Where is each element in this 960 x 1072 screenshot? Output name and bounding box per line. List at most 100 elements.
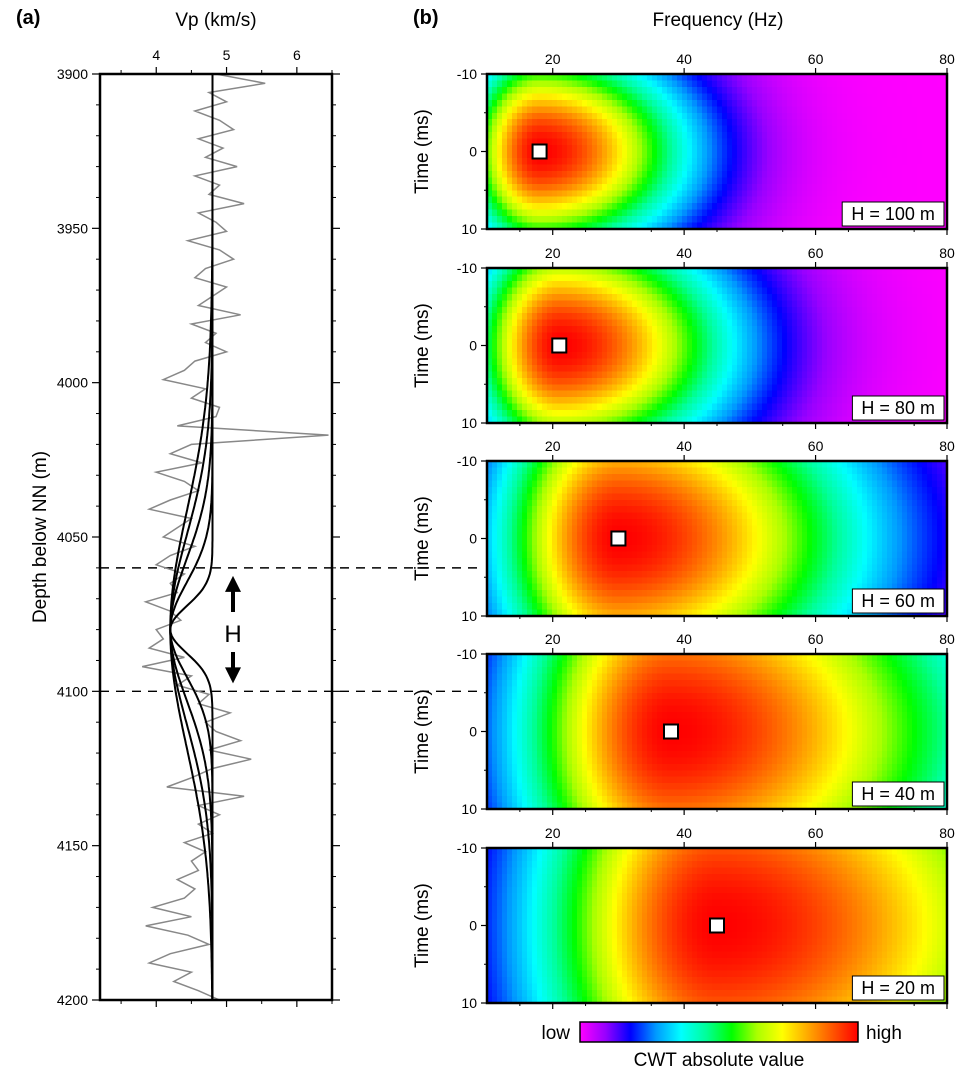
heatmap-cell xyxy=(502,326,508,334)
heatmap-cell xyxy=(647,287,653,295)
heatmap-cell xyxy=(907,300,913,308)
heatmap-cell xyxy=(607,358,613,366)
heatmap-cell xyxy=(812,319,818,327)
heatmap-cell xyxy=(492,222,498,230)
heatmap-cell xyxy=(627,138,633,146)
heatmap-cell xyxy=(787,145,793,153)
heatmap-cell xyxy=(587,377,593,385)
heatmap-cell xyxy=(552,332,558,340)
heatmap-cell xyxy=(602,222,608,230)
heatmap-cell xyxy=(822,74,828,82)
heatmap-cell xyxy=(742,93,748,101)
heatmap-cell xyxy=(632,390,638,398)
heatmap-cell xyxy=(657,390,663,398)
heatmap-cell xyxy=(772,86,778,94)
heatmap-cell xyxy=(687,145,693,153)
heatmap-cell xyxy=(532,461,538,469)
heatmap-cell xyxy=(492,339,498,347)
heatmap-cell xyxy=(587,280,593,288)
heatmap-cell xyxy=(502,164,508,172)
heatmap-cell xyxy=(887,112,893,120)
heatmap-cell xyxy=(507,473,513,481)
heatmap-cell xyxy=(587,358,593,366)
heatmap-cell xyxy=(597,125,603,133)
heatmap-cell xyxy=(637,138,643,146)
heatmap-cell xyxy=(562,403,568,411)
heatmap-cell xyxy=(807,364,813,372)
heatmap-cell xyxy=(742,125,748,133)
heatmap-cell xyxy=(527,416,533,424)
heatmap-cell xyxy=(647,145,653,153)
heatmap-cell xyxy=(572,170,578,178)
heatmap-cell xyxy=(617,177,623,185)
heatmap-cell xyxy=(932,293,938,301)
heatmap-cell xyxy=(487,390,493,398)
heatmap-cell xyxy=(917,164,923,172)
heatmap-cell xyxy=(672,351,678,360)
heatmap-cell xyxy=(497,583,503,591)
heatmap-cell xyxy=(907,99,913,107)
heatmap-cell xyxy=(567,473,573,481)
heatmap-cell xyxy=(902,319,908,327)
heatmap-cell xyxy=(677,86,683,94)
heatmap-cell xyxy=(657,300,663,308)
heatmap-cell xyxy=(487,183,493,191)
heatmap-cell xyxy=(547,332,553,340)
heatmap-cell xyxy=(597,326,603,334)
heatmap-cell xyxy=(782,145,788,153)
heatmap-cell xyxy=(607,125,613,133)
heatmap-cell xyxy=(902,177,908,185)
heatmap-cell xyxy=(767,351,773,360)
heatmap-cell xyxy=(742,410,748,418)
heatmap-cell xyxy=(612,351,618,360)
heatmap-cell xyxy=(817,300,823,308)
heatmap-cell xyxy=(537,132,543,140)
heatmap-cell xyxy=(627,390,633,398)
heatmap-cell xyxy=(677,157,683,166)
heatmap-cell xyxy=(842,390,848,398)
heatmap-cell xyxy=(912,351,918,360)
heatmap-cell xyxy=(912,183,918,191)
heatmap-cell xyxy=(677,397,683,405)
heatmap-cell xyxy=(722,209,728,217)
heatmap-cell xyxy=(617,416,623,424)
heatmap-cell xyxy=(897,384,903,392)
heatmap-cell xyxy=(737,313,743,321)
heatmap-cell xyxy=(632,157,638,166)
heatmap-cell xyxy=(687,274,693,282)
heatmap-cell xyxy=(687,151,693,159)
heatmap-cell xyxy=(532,93,538,101)
heatmap-cell xyxy=(517,280,523,288)
heatmap-cell xyxy=(752,410,758,418)
heatmap-cell xyxy=(702,397,708,405)
heatmap-cell xyxy=(902,125,908,133)
heatmap-cell xyxy=(522,557,528,565)
heatmap-cell xyxy=(672,106,678,114)
heatmap-cell xyxy=(692,125,698,133)
heatmap-cell xyxy=(522,287,528,295)
heatmap-cell xyxy=(882,274,888,282)
heatmap-cell xyxy=(687,339,693,347)
heatmap-cell xyxy=(647,93,653,101)
heatmap-cell xyxy=(607,216,613,224)
heatmap-cell xyxy=(897,313,903,321)
heatmap-cell xyxy=(632,358,638,366)
heatmap-cell xyxy=(577,351,583,360)
heatmap-cell xyxy=(737,274,743,282)
heatmap-cell xyxy=(502,351,508,360)
heatmap-cell xyxy=(552,544,558,553)
heatmap-cell xyxy=(727,326,733,334)
heatmap-cell xyxy=(777,287,783,295)
heatmap-cell xyxy=(557,371,563,379)
heatmap-cell xyxy=(567,177,573,185)
heatmap-cell xyxy=(792,80,798,88)
heatmap-cell xyxy=(582,390,588,398)
heatmap-cell xyxy=(792,326,798,334)
heatmap-cell xyxy=(767,196,773,204)
thickness-label-box xyxy=(851,395,945,421)
heatmap-cell xyxy=(922,364,928,372)
heatmap-cell xyxy=(892,390,898,398)
heatmap-cell xyxy=(562,196,568,204)
heatmap-cell xyxy=(722,364,728,372)
heatmap-cell xyxy=(722,86,728,94)
